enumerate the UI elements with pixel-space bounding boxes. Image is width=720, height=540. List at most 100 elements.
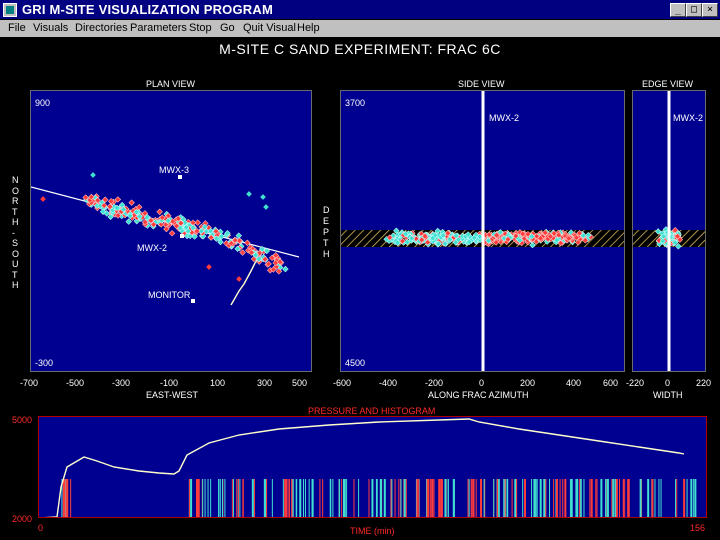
menu-parameters[interactable]: Parameters [130, 22, 187, 34]
event-cyan [144, 214, 151, 221]
side-y-top-label: 3700 [345, 98, 366, 108]
pressure-y-top: 5000 [12, 415, 33, 425]
event-red [555, 231, 562, 239]
side-x-axis-label: ALONG FRAC AZIMUTH [428, 390, 529, 400]
event-cyan [217, 238, 224, 246]
edge-x-tick: 0 [665, 378, 671, 388]
event-red [40, 196, 46, 202]
event-red [136, 203, 143, 211]
menu-directories[interactable]: Directories [75, 22, 128, 34]
event-cyan [234, 245, 241, 252]
event-cyan [516, 237, 523, 244]
event-cyan [434, 227, 441, 235]
event-cyan [165, 217, 172, 225]
menu-quit-visual[interactable]: Quit Visual [243, 22, 296, 34]
event-red [239, 249, 246, 256]
event-red [275, 268, 283, 275]
event-cyan [125, 218, 132, 225]
event-cyan [464, 231, 472, 238]
well-marker-mwx3 [178, 175, 182, 179]
pressure-y-bottom: 2000 [12, 514, 33, 524]
event-red [424, 239, 431, 246]
minimize-button[interactable]: _ [670, 3, 686, 17]
event-red [399, 237, 406, 245]
pressure-x-end: 156 [690, 523, 706, 533]
event-red [114, 196, 122, 203]
event-red [256, 249, 263, 257]
plan-view-plot[interactable]: 900 -300 MWX-3 MWX-2 MONITOR [30, 90, 312, 372]
event-cyan [133, 217, 140, 225]
side-x-tick: 200 [520, 378, 536, 388]
event-red [128, 199, 135, 206]
event-red [248, 249, 255, 256]
event-cyan [90, 172, 96, 178]
side-y-bottom-label: 4500 [345, 358, 366, 368]
monitor-well-trajectory [230, 254, 262, 306]
event-red [421, 232, 429, 240]
menu-go[interactable]: Go [220, 22, 235, 34]
event-red [163, 225, 170, 233]
event-cyan [471, 234, 478, 241]
title-bar: GRI M-SITE VISUALIZATION PROGRAM _ □ × [0, 0, 720, 20]
event-red [157, 221, 165, 228]
event-red [177, 219, 185, 227]
app-icon[interactable] [3, 3, 17, 17]
menu-help[interactable]: Help [297, 22, 320, 34]
event-red [194, 219, 201, 226]
edge-x-tick: 220 [696, 378, 712, 388]
event-cyan [107, 213, 114, 220]
axis-letter: T [12, 206, 18, 217]
plan-y-bottom-label: -300 [35, 358, 54, 368]
event-red [150, 221, 157, 228]
event-red [130, 212, 138, 219]
event-red [557, 240, 564, 247]
plan-x-tick: 100 [210, 378, 226, 388]
menu-visuals[interactable]: Visuals [33, 22, 69, 34]
event-red [270, 266, 277, 273]
side-x-tick: 600 [603, 378, 619, 388]
event-cyan [260, 194, 266, 200]
event-red [444, 229, 452, 237]
event-cyan [263, 204, 269, 210]
event-cyan [553, 237, 561, 244]
event-cyan [224, 230, 231, 237]
event-cyan [394, 239, 401, 246]
plan-x-tick: -300 [112, 378, 131, 388]
event-red [547, 233, 554, 240]
side-view-canvas [341, 91, 624, 371]
axis-letter: H [12, 217, 19, 227]
close-button[interactable]: × [702, 3, 718, 17]
side-view-plot[interactable]: 3700 4500 MWX-2 [340, 90, 625, 372]
edge-view-plot[interactable]: MWX-2 [632, 90, 706, 372]
event-cyan [183, 224, 190, 231]
well-marker-mwx2 [180, 234, 184, 238]
plan-y-top-label: 900 [35, 98, 51, 108]
axis-letter: D [323, 205, 330, 215]
event-cyan [452, 239, 459, 246]
event-cyan [429, 234, 436, 242]
axis-letter: S [12, 238, 19, 248]
plan-x-tick: 500 [292, 378, 308, 388]
menu-stop[interactable]: Stop [189, 22, 212, 34]
event-red [550, 230, 558, 237]
event-red [537, 235, 544, 242]
plan-x-tick: -700 [20, 378, 39, 388]
pressure-histogram-plot[interactable] [38, 416, 707, 518]
menu-bar: File Visuals Directories Parameters Stop… [0, 20, 720, 37]
menu-file[interactable]: File [8, 22, 26, 34]
event-cyan [126, 212, 134, 220]
event-red [265, 260, 272, 268]
event-red [524, 230, 532, 238]
event-cyan [113, 204, 121, 212]
event-cyan [263, 247, 271, 255]
event-cyan [402, 230, 409, 238]
pressure-title: PRESSURE AND HISTOGRAM [308, 406, 436, 416]
axis-letter: O [12, 248, 20, 259]
axis-letter: N [12, 175, 19, 185]
maximize-button[interactable]: □ [686, 3, 702, 17]
event-cyan [580, 232, 587, 239]
event-red [141, 210, 149, 217]
event-red [272, 252, 279, 259]
event-cyan [103, 210, 110, 217]
event-red [106, 203, 114, 210]
